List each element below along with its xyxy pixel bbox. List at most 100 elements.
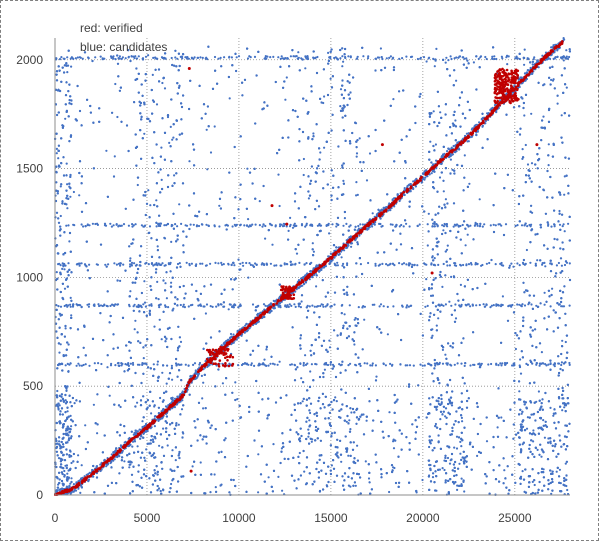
candidate-point: [137, 464, 140, 467]
candidate-point: [456, 488, 459, 491]
candidate-point: [350, 245, 353, 248]
candidate-point: [214, 486, 217, 489]
candidate-point: [456, 484, 459, 487]
candidate-point: [410, 402, 413, 405]
candidate-point: [137, 340, 140, 343]
candidate-point: [66, 425, 69, 428]
candidate-point: [70, 477, 73, 480]
candidate-point: [200, 374, 203, 377]
candidate-point: [64, 327, 67, 330]
candidate-point: [307, 137, 310, 140]
candidate-point: [118, 89, 121, 92]
candidate-point: [318, 375, 322, 379]
candidate-point: [311, 242, 314, 245]
candidate-point: [339, 105, 342, 108]
candidate-point: [472, 61, 475, 64]
candidate-point: [60, 183, 63, 186]
candidate-point: [56, 389, 59, 393]
candidate-point: [198, 210, 201, 213]
candidate-point: [478, 198, 481, 201]
candidate-point: [309, 402, 313, 405]
candidate-point: [310, 344, 313, 347]
candidate-point: [353, 481, 356, 484]
candidate-point: [507, 492, 510, 495]
candidate-point: [304, 354, 307, 357]
candidate-point: [355, 194, 358, 197]
candidate-point: [503, 187, 506, 190]
candidate-point: [271, 243, 274, 246]
candidate-point: [235, 69, 238, 73]
candidate-point: [467, 397, 470, 400]
candidate-point: [128, 245, 131, 248]
candidate-point: [308, 409, 311, 412]
candidate-point: [190, 283, 193, 286]
candidate-point: [544, 420, 547, 423]
candidate-point: [95, 476, 99, 479]
candidate-point: [537, 390, 541, 393]
candidate-point: [523, 291, 526, 294]
candidate-point: [452, 144, 455, 148]
candidate-point: [160, 146, 163, 149]
candidate-point: [328, 339, 331, 342]
candidate-point: [59, 410, 62, 413]
candidate-point: [455, 79, 458, 82]
candidate-point: [542, 115, 545, 118]
candidate-point: [460, 49, 463, 52]
candidate-point: [182, 432, 185, 435]
candidate-point: [125, 124, 129, 127]
candidate-point: [342, 326, 345, 330]
candidate-point: [86, 269, 89, 272]
candidate-point: [340, 312, 343, 315]
candidate-point: [231, 391, 234, 394]
candidate-point: [355, 181, 358, 184]
candidate-point: [460, 445, 463, 448]
candidate-point: [308, 419, 311, 422]
candidate-point: [351, 131, 354, 135]
candidate-point: [149, 204, 152, 207]
candidate-point: [85, 240, 88, 243]
candidate-point: [281, 442, 285, 445]
candidate-point: [531, 453, 534, 456]
candidate-point: [63, 335, 66, 338]
candidate-point: [156, 489, 159, 492]
candidate-point: [425, 416, 428, 419]
candidate-point: [184, 292, 187, 295]
candidate-point: [536, 448, 539, 451]
candidate-point: [142, 395, 145, 398]
candidate-point: [536, 167, 539, 170]
candidate-point: [328, 411, 331, 414]
candidate-point: [312, 250, 315, 253]
candidate-point: [564, 462, 567, 465]
candidate-point: [431, 372, 434, 375]
candidate-point: [464, 244, 467, 247]
candidate-point: [205, 442, 208, 445]
candidate-point: [68, 430, 72, 433]
candidate-point: [341, 475, 344, 478]
candidate-point: [163, 236, 166, 239]
candidate-point: [441, 285, 444, 288]
candidate-point: [459, 452, 462, 455]
candidate-point: [453, 69, 456, 72]
candidate-point: [439, 410, 443, 413]
candidate-point: [450, 275, 453, 278]
candidate-point: [345, 291, 348, 294]
candidate-point: [57, 221, 61, 224]
candidate-point: [463, 154, 466, 157]
candidate-point: [445, 416, 448, 419]
candidate-point: [519, 127, 522, 130]
candidate-point: [538, 364, 541, 367]
candidate-point: [65, 453, 68, 456]
candidate-point: [352, 76, 355, 79]
candidate-point: [133, 101, 136, 104]
candidate-point: [453, 446, 456, 449]
candidate-point: [205, 435, 208, 438]
candidate-point: [532, 440, 535, 443]
candidate-point: [526, 416, 530, 419]
candidate-point: [534, 433, 537, 436]
candidate-point: [66, 207, 69, 210]
candidate-point: [309, 370, 312, 373]
candidate-point: [55, 147, 59, 150]
candidate-point: [263, 358, 266, 361]
candidate-point: [549, 406, 552, 409]
candidate-point: [520, 412, 523, 415]
